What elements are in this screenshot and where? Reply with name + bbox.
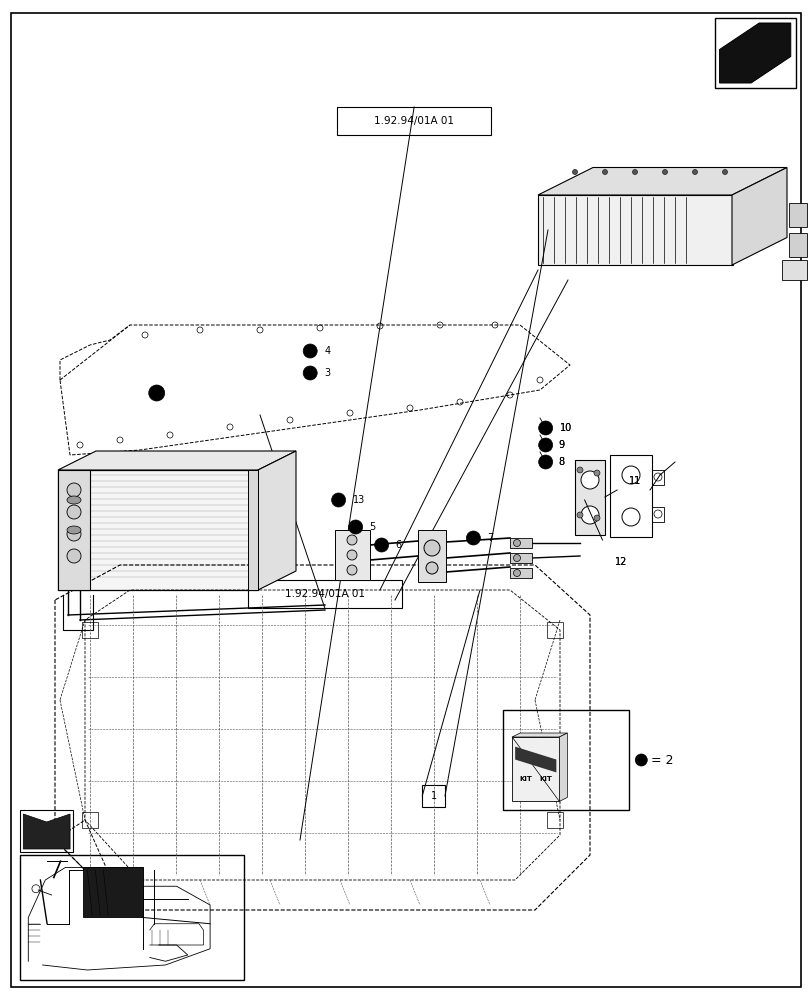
Text: 12: 12 [614, 557, 626, 567]
Bar [503, 710, 629, 810]
Circle shape [538, 438, 552, 452]
Bar [247, 580, 401, 608]
Polygon shape [258, 451, 296, 590]
Polygon shape [788, 203, 806, 227]
Circle shape [538, 455, 552, 469]
Circle shape [594, 515, 599, 521]
Circle shape [581, 506, 599, 524]
Text: 10: 10 [560, 423, 572, 433]
Circle shape [632, 170, 637, 175]
Circle shape [67, 527, 81, 541]
Circle shape [581, 471, 599, 489]
Circle shape [303, 366, 317, 380]
Circle shape [346, 565, 357, 575]
Bar [512, 737, 559, 801]
Bar [509, 568, 531, 578]
Text: 5: 5 [369, 522, 375, 532]
Text: 1.92.94/01A 01: 1.92.94/01A 01 [285, 589, 364, 599]
Text: 11: 11 [629, 476, 641, 486]
Circle shape [513, 570, 520, 576]
Circle shape [67, 549, 81, 563]
Circle shape [67, 505, 81, 519]
Text: 4: 4 [324, 346, 331, 356]
Text: 12: 12 [614, 557, 626, 567]
Circle shape [602, 170, 607, 175]
Circle shape [594, 470, 599, 476]
Text: 8: 8 [558, 457, 564, 467]
Circle shape [148, 385, 165, 401]
Polygon shape [512, 733, 567, 737]
Bar [509, 538, 531, 548]
Polygon shape [538, 168, 786, 195]
Bar [20, 855, 243, 980]
Circle shape [513, 540, 520, 546]
Bar [82, 812, 98, 828]
Bar [58, 470, 258, 590]
Text: = 2: = 2 [650, 754, 673, 766]
Polygon shape [559, 733, 567, 801]
Text: 9: 9 [558, 440, 564, 450]
Text: KIT: KIT [518, 776, 531, 782]
Polygon shape [514, 747, 556, 772]
Circle shape [466, 531, 480, 545]
Bar [509, 553, 531, 563]
Polygon shape [58, 451, 296, 470]
Text: 1.92.94/01A 01: 1.92.94/01A 01 [374, 116, 453, 126]
Polygon shape [731, 168, 786, 265]
Bar [82, 622, 98, 638]
Circle shape [423, 540, 440, 556]
Circle shape [67, 483, 81, 497]
Circle shape [348, 520, 363, 534]
Bar [337, 107, 491, 135]
Bar [547, 622, 562, 638]
Circle shape [634, 754, 646, 766]
Bar [20, 810, 73, 852]
Polygon shape [788, 233, 806, 257]
Text: 10: 10 [560, 423, 572, 433]
Circle shape [426, 562, 437, 574]
Circle shape [374, 538, 388, 552]
Circle shape [346, 535, 357, 545]
Polygon shape [24, 814, 70, 849]
Bar [58, 470, 90, 590]
Bar [574, 460, 604, 535]
Bar [651, 507, 663, 522]
Bar [781, 260, 806, 280]
Circle shape [577, 512, 582, 518]
Text: 13: 13 [353, 495, 365, 505]
Bar [538, 195, 732, 265]
Circle shape [538, 421, 552, 435]
Bar [247, 470, 258, 590]
Text: 9: 9 [558, 440, 564, 450]
Circle shape [331, 493, 345, 507]
Bar [651, 470, 663, 485]
Text: 6: 6 [395, 540, 401, 550]
Polygon shape [719, 23, 790, 83]
Circle shape [513, 554, 520, 562]
Circle shape [577, 467, 582, 473]
Circle shape [572, 170, 577, 175]
Bar [418, 530, 445, 582]
Bar [609, 455, 651, 537]
Text: 11: 11 [629, 476, 641, 486]
Text: 8: 8 [558, 457, 564, 467]
Circle shape [722, 170, 727, 175]
Circle shape [662, 170, 667, 175]
Circle shape [346, 550, 357, 560]
Polygon shape [83, 867, 143, 917]
Circle shape [692, 170, 697, 175]
Text: 7: 7 [487, 533, 493, 543]
Ellipse shape [67, 496, 81, 504]
Circle shape [303, 344, 317, 358]
Bar [335, 530, 370, 580]
Bar [547, 812, 562, 828]
Text: KIT: KIT [539, 776, 552, 782]
Text: 3: 3 [324, 368, 331, 378]
Text: 1: 1 [430, 791, 436, 801]
Bar [422, 785, 444, 807]
Bar [714, 18, 795, 88]
Ellipse shape [67, 526, 81, 534]
